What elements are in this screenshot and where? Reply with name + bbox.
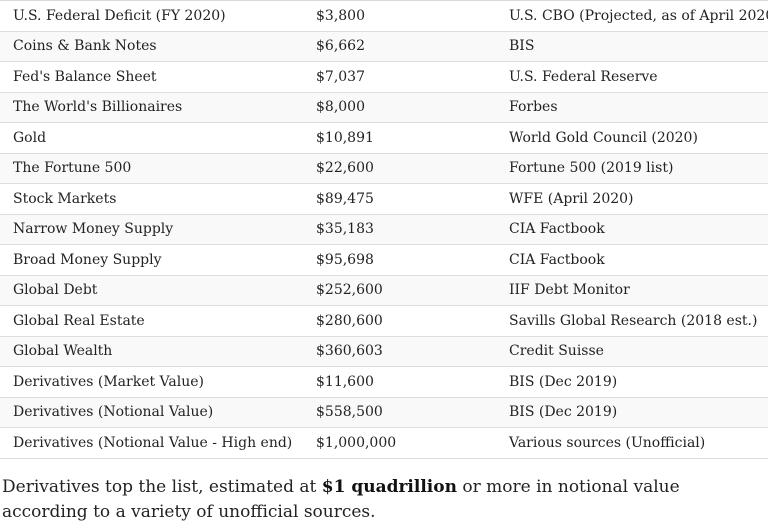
item-cell: Narrow Money Supply xyxy=(0,214,303,245)
summary-paragraph: Derivatives top the list, estimated at $… xyxy=(0,475,768,525)
value-cell: $89,475 xyxy=(303,183,496,215)
item-cell: Global Wealth xyxy=(0,336,303,367)
item-cell: Fed's Balance Sheet xyxy=(0,61,303,93)
table-row: Fed's Balance Sheet $7,037 U.S. Federal … xyxy=(0,61,768,93)
source-cell: Fortune 500 (2019 list) xyxy=(496,153,768,184)
source-cell: U.S. Federal Reserve xyxy=(496,61,768,93)
value-cell: $95,698 xyxy=(303,244,496,276)
value-cell: $35,183 xyxy=(303,214,496,245)
item-cell: Derivatives (Notional Value - High end) xyxy=(0,427,303,459)
source-cell: WFE (April 2020) xyxy=(496,183,768,215)
source-cell: Credit Suisse xyxy=(496,336,768,367)
item-cell: Coins & Bank Notes xyxy=(0,31,303,62)
item-cell: The World's Billionaires xyxy=(0,92,303,123)
source-cell: U.S. CBO (Projected, as of April 2020) xyxy=(496,0,768,32)
value-cell: $558,500 xyxy=(303,397,496,428)
value-cell: $6,662 xyxy=(303,31,496,62)
table-row: Coins & Bank Notes $6,662 BIS xyxy=(0,31,768,62)
value-cell: $7,037 xyxy=(303,61,496,93)
value-cell: $10,891 xyxy=(303,122,496,154)
source-cell: Various sources (Unofficial) xyxy=(496,427,768,459)
item-cell: The Fortune 500 xyxy=(0,153,303,184)
money-comparison-table: U.S. Federal Deficit (FY 2020) $3,800 U.… xyxy=(0,0,768,459)
item-cell: Global Debt xyxy=(0,275,303,306)
caption-emphasis: $1 quadrillion xyxy=(321,476,457,497)
item-cell: Derivatives (Market Value) xyxy=(0,366,303,398)
table-row: Derivatives (Notional Value - High end) … xyxy=(0,427,768,459)
table-row: Global Wealth $360,603 Credit Suisse xyxy=(0,336,768,367)
table-row: Gold $10,891 World Gold Council (2020) xyxy=(0,122,768,154)
source-cell: BIS xyxy=(496,31,768,62)
item-cell: Broad Money Supply xyxy=(0,244,303,276)
table-body: U.S. Federal Deficit (FY 2020) $3,800 U.… xyxy=(0,0,768,459)
item-cell: U.S. Federal Deficit (FY 2020) xyxy=(0,0,303,32)
item-cell: Global Real Estate xyxy=(0,305,303,337)
table-row: Stock Markets $89,475 WFE (April 2020) xyxy=(0,183,768,215)
value-cell: $360,603 xyxy=(303,336,496,367)
source-cell: BIS (Dec 2019) xyxy=(496,366,768,398)
source-cell: IIF Debt Monitor xyxy=(496,275,768,306)
table-row: Global Real Estate $280,600 Savills Glob… xyxy=(0,305,768,337)
source-cell: CIA Factbook xyxy=(496,244,768,276)
item-cell: Gold xyxy=(0,122,303,154)
source-cell: World Gold Council (2020) xyxy=(496,122,768,154)
table-row: Broad Money Supply $95,698 CIA Factbook xyxy=(0,244,768,276)
source-cell: Forbes xyxy=(496,92,768,123)
value-cell: $280,600 xyxy=(303,305,496,337)
value-cell: $11,600 xyxy=(303,366,496,398)
source-cell: BIS (Dec 2019) xyxy=(496,397,768,428)
table-row: Derivatives (Market Value) $11,600 BIS (… xyxy=(0,366,768,398)
value-cell: $8,000 xyxy=(303,92,496,123)
table-row: The Fortune 500 $22,600 Fortune 500 (201… xyxy=(0,153,768,184)
table-row: U.S. Federal Deficit (FY 2020) $3,800 U.… xyxy=(0,0,768,32)
caption-trailing-text: or more in notional value according to a… xyxy=(2,476,680,522)
item-cell: Stock Markets xyxy=(0,183,303,215)
table-row: Narrow Money Supply $35,183 CIA Factbook xyxy=(0,214,768,245)
value-cell: $22,600 xyxy=(303,153,496,184)
caption-lead-text: Derivatives top the list, estimated at xyxy=(2,476,322,497)
table-row: Global Debt $252,600 IIF Debt Monitor xyxy=(0,275,768,306)
table-row: The World's Billionaires $8,000 Forbes xyxy=(0,92,768,123)
table-row: Derivatives (Notional Value) $558,500 BI… xyxy=(0,397,768,428)
item-cell: Derivatives (Notional Value) xyxy=(0,397,303,428)
source-cell: Savills Global Research (2018 est.) xyxy=(496,305,768,337)
value-cell: $252,600 xyxy=(303,275,496,306)
value-cell: $3,800 xyxy=(303,0,496,32)
source-cell: CIA Factbook xyxy=(496,214,768,245)
value-cell: $1,000,000 xyxy=(303,427,496,459)
